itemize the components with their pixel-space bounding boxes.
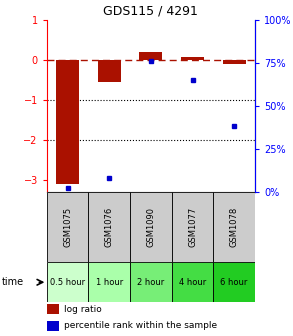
Bar [139, 52, 162, 60]
Bar [47, 192, 88, 262]
Text: time: time [1, 277, 24, 287]
Bar [172, 192, 213, 262]
Bar [47, 304, 59, 314]
Text: GSM1090: GSM1090 [146, 207, 155, 247]
Title: GDS115 / 4291: GDS115 / 4291 [103, 5, 198, 17]
Bar [223, 60, 246, 64]
Bar [98, 60, 121, 82]
Bar [213, 262, 255, 302]
Text: GSM1078: GSM1078 [230, 207, 239, 247]
Bar [130, 192, 172, 262]
Text: percentile rank within the sample: percentile rank within the sample [64, 322, 218, 330]
Bar [56, 60, 79, 183]
Bar [88, 192, 130, 262]
Bar [47, 321, 59, 331]
Text: 1 hour: 1 hour [96, 278, 123, 287]
Bar [213, 192, 255, 262]
Text: log ratio: log ratio [64, 305, 102, 313]
Bar [181, 57, 204, 60]
Bar [88, 262, 130, 302]
Text: 4 hour: 4 hour [179, 278, 206, 287]
Text: GSM1077: GSM1077 [188, 207, 197, 247]
Bar [172, 262, 213, 302]
Bar [47, 262, 88, 302]
Text: 0.5 hour: 0.5 hour [50, 278, 85, 287]
Text: 6 hour: 6 hour [220, 278, 248, 287]
Text: GSM1076: GSM1076 [105, 207, 114, 247]
Text: 2 hour: 2 hour [137, 278, 165, 287]
Text: GSM1075: GSM1075 [63, 207, 72, 247]
Bar [130, 262, 172, 302]
